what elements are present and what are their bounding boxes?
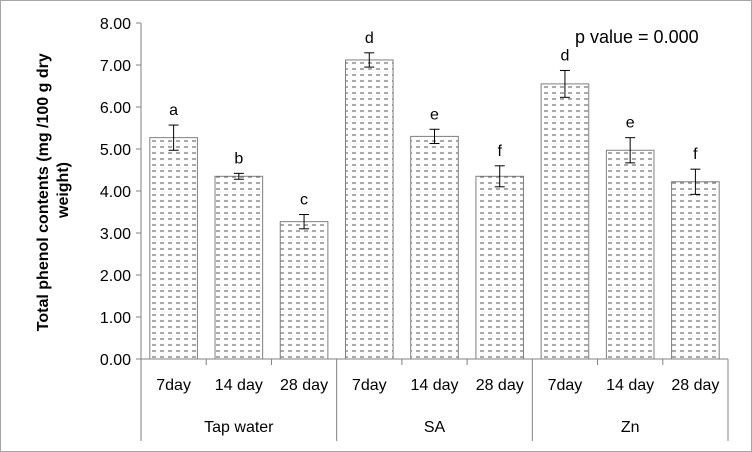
bar [671,181,720,360]
significance-letter: c [300,192,308,209]
significance-letter: d [560,47,569,64]
x-axis: Tap water 7day 14 day 28 day SA 7day 14 day 28 … [140,358,729,441]
bar [149,137,198,360]
significance-letter: e [430,106,439,123]
y-tick-label: 3.00 [100,226,131,243]
significance-letter: d [365,30,374,47]
y-tick-label: 2.00 [100,268,131,285]
x-tick-label: 28 day [280,377,328,394]
p-value-annotation: p value = 0.000 [575,27,699,47]
y-axis-title: Total phenol contents (mg /100 g dry wei… [35,49,72,331]
significance-letter: f [497,143,502,160]
x-tick-label: 14 day [215,377,263,394]
y-tick-label: 4.00 [100,184,131,201]
bar [475,175,525,360]
bar [214,175,264,360]
bars-layer: a b c d e f d e f [149,30,720,360]
y-axis: 0.00 1.00 2.00 3.00 4.00 5.00 6.00 7.00 8.00 [100,16,142,369]
x-tick-label: 28 day [476,377,524,394]
bar [410,135,459,360]
significance-letter: e [626,115,635,132]
significance-letter: a [169,102,178,119]
bar [279,221,329,360]
x-tick-label: 7day [156,377,191,394]
y-axis-title-line-2: weight) [55,162,72,219]
y-tick-label: 0.00 [100,352,131,369]
bar [540,83,590,360]
x-tick-label: 28 day [671,377,719,394]
y-tick-label: 6.00 [100,100,131,117]
group-label: Tap water [204,419,274,436]
x-tick-label: 7day [352,377,387,394]
x-tick-label: 14 day [410,377,458,394]
y-axis-title-line-1: Total phenol contents (mg /100 g dry [35,53,52,331]
y-tick-label: 1.00 [100,310,131,327]
group-label: Zn [621,419,640,436]
y-tick-label: 5.00 [100,142,131,159]
significance-letter: f [693,146,698,163]
x-tick-label: 7day [548,377,583,394]
group-label: SA [424,419,446,436]
y-tick-label: 8.00 [100,16,131,33]
bar [344,59,394,360]
y-tick-label: 7.00 [100,58,131,75]
x-tick-label: 14 day [606,377,654,394]
bar [605,149,655,360]
significance-letter: b [234,150,243,167]
